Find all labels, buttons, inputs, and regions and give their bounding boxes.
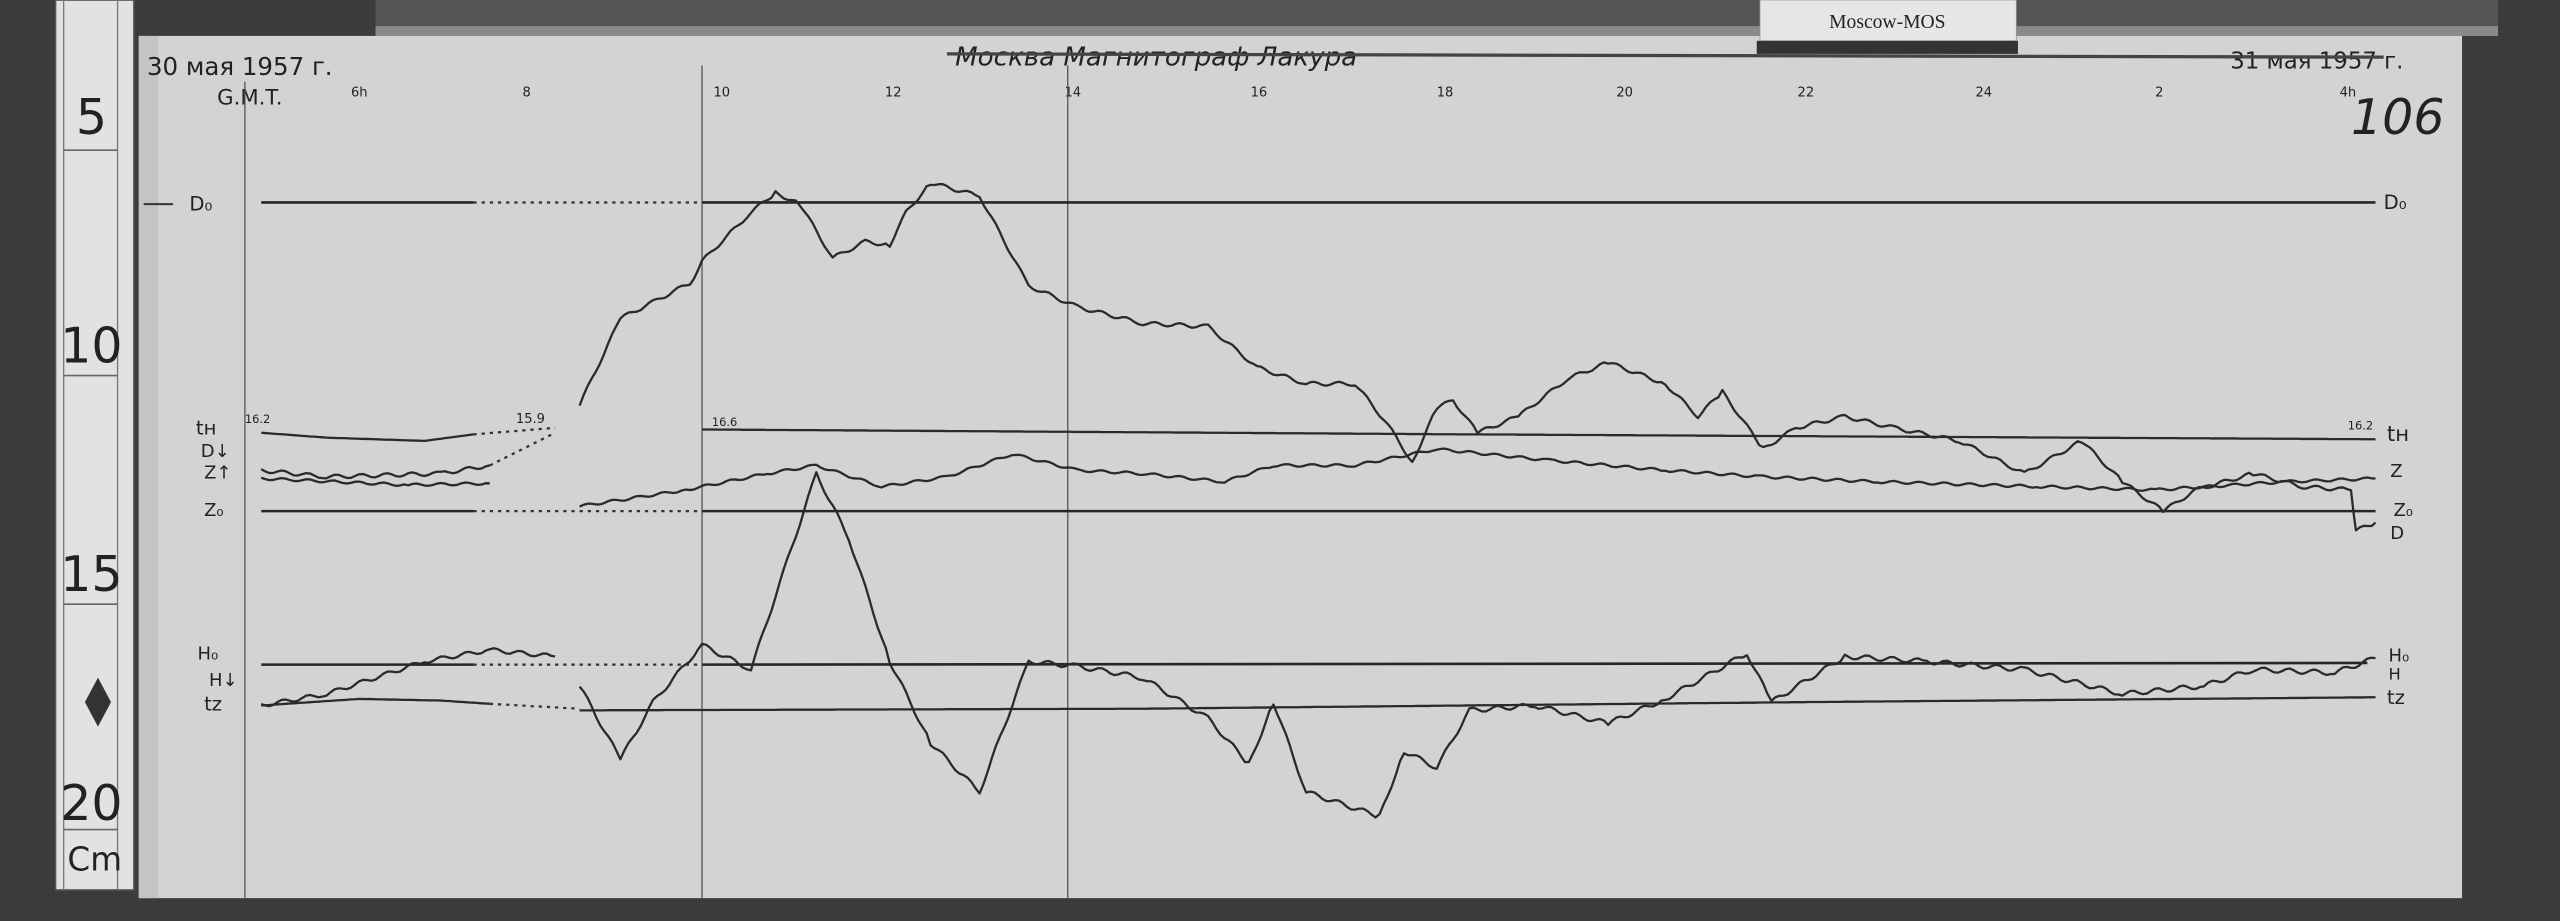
date-start: 30 мая 1957 г.	[147, 52, 333, 81]
ruler-unit: Cm	[67, 840, 122, 878]
time-zone-label: G.M.T.	[217, 86, 282, 111]
time-tick-label: 2	[2155, 85, 2163, 100]
time-tick-label: 24	[1976, 85, 1993, 100]
traces	[260, 183, 2377, 819]
time-tick-label: 22	[1798, 85, 1815, 100]
ruler-mark-20: 20	[60, 775, 122, 832]
temperature-reading-1: 16.2	[245, 412, 270, 426]
left-label-h: H↓	[209, 670, 238, 691]
d-trace	[578, 183, 2377, 532]
time-tick-label: 20	[1616, 85, 1633, 100]
tz-curve-main	[579, 696, 2376, 712]
left-label-d0: D₀	[189, 193, 212, 216]
h-trace	[260, 647, 556, 708]
right-label-z: Z	[2390, 461, 2402, 482]
scale-ruler: 5 10 15 20 Cm	[54, 0, 135, 891]
record-title: Москва Магнитограф Лакура	[955, 42, 1357, 72]
left-label-z0: Z₀	[204, 500, 223, 521]
d-trace-early	[260, 464, 491, 480]
ruler-mark-10: 10	[60, 318, 122, 375]
right-label-h0: H₀	[2389, 645, 2410, 666]
ruler-mark-15: 15	[60, 546, 122, 603]
right-label-d0: D₀	[2384, 191, 2407, 214]
h-trace-main	[578, 471, 2376, 819]
right-label-tn: tн	[2387, 422, 2409, 447]
tn-curve-gap	[473, 426, 556, 436]
time-tick-label: 18	[1437, 85, 1454, 100]
ruler-mark-5: 5	[76, 89, 107, 146]
right-label-z0: Z₀	[2393, 500, 2412, 521]
temperature-reading-4: 16.2	[2348, 418, 2373, 432]
left-label-tz: tz	[204, 692, 222, 715]
temperature-reading-2: 15.9	[516, 412, 545, 427]
time-tick-label: 10	[713, 85, 730, 100]
time-tick-label: 8	[522, 85, 530, 100]
right-label-tz: tz	[2387, 686, 2405, 709]
left-label-tn: tн	[196, 416, 216, 439]
time-tick-label: 6h	[351, 85, 368, 100]
paper-fold-line	[946, 52, 2384, 59]
left-label-z: Z↑	[204, 462, 231, 483]
left-label-d: D↓	[201, 441, 230, 462]
right-label-d: D	[2390, 523, 2404, 544]
time-tick-label: 14	[1064, 85, 1081, 100]
left-label-h0: H₀	[198, 644, 219, 665]
tn-curve-main	[702, 428, 2376, 441]
station-tag-text: Moscow-MOS	[1829, 12, 1945, 33]
h0-baseline-main	[702, 661, 2368, 666]
station-tag: Moscow-MOS	[1756, 0, 2018, 54]
time-tick-label: 16	[1251, 85, 1268, 100]
time-tick-label: 4h	[2340, 85, 2357, 100]
tn-curve	[261, 431, 474, 443]
tz-curve	[261, 697, 490, 707]
right-label-h: H	[2389, 664, 2401, 683]
top-strip-edge	[375, 26, 2498, 36]
z-trace	[579, 447, 2376, 508]
z-trace-early	[260, 476, 490, 487]
date-end: 31 мая 1957 г.	[2230, 49, 2403, 75]
sheet-number: 106	[2351, 89, 2444, 146]
time-tick-label: 12	[885, 85, 902, 100]
paper-margin	[138, 35, 159, 899]
tz-curve-gap	[489, 702, 580, 710]
temperature-reading-3: 16.6	[712, 415, 737, 429]
time-axis: 6h 8 10 12 14 16 18 20 22 24 2 4h	[351, 85, 2356, 100]
